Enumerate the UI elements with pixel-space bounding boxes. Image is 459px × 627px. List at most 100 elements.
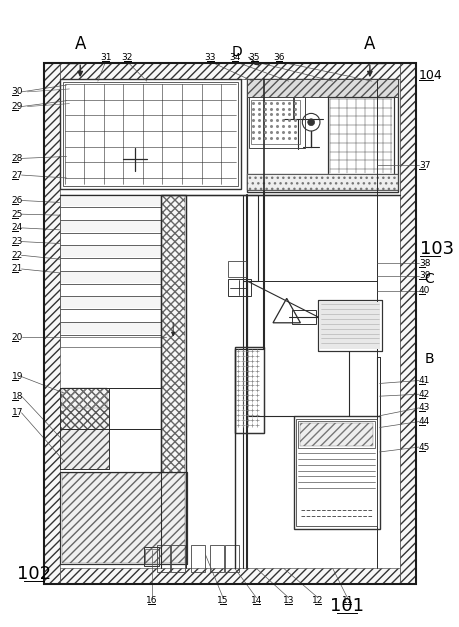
Text: 22: 22 [12,251,23,260]
Bar [228,279,252,297]
Circle shape [308,119,314,125]
Text: 43: 43 [419,403,430,413]
Text: 20: 20 [12,333,23,342]
Bar [171,545,185,572]
Bar [60,335,162,347]
Text: 13: 13 [283,596,294,605]
Bar [191,545,205,572]
Text: 42: 42 [419,390,430,399]
Bar [157,545,170,572]
Text: 16: 16 [146,596,157,605]
Bar [246,174,398,190]
Bar [61,246,162,257]
Bar [60,258,162,271]
Bar [60,472,187,564]
Text: 29: 29 [12,102,23,111]
Text: 24: 24 [12,223,23,233]
Bar [44,63,416,584]
Bar [60,246,162,258]
Bar [235,347,264,433]
Bar [328,97,394,175]
Text: 25: 25 [12,209,23,219]
Text: 12: 12 [312,596,324,605]
Bar [62,82,238,186]
Bar [62,473,185,562]
Text: 30: 30 [12,87,23,97]
Text: 36: 36 [273,53,285,62]
Text: 21: 21 [12,265,23,273]
Bar [246,174,398,190]
Text: 39: 39 [419,271,430,280]
Text: 15: 15 [218,596,229,605]
Text: 38: 38 [419,258,430,268]
Bar [210,545,224,572]
Bar [60,388,109,429]
Text: 28: 28 [12,154,23,163]
Bar [297,419,377,526]
Bar [246,79,398,97]
Bar [61,323,162,334]
Bar [60,233,162,246]
Bar [318,300,381,351]
Text: 101: 101 [330,596,364,614]
Text: 17: 17 [12,408,23,418]
Bar [228,261,246,277]
Bar [162,194,186,547]
Bar [61,272,162,283]
Bar [60,429,109,468]
Bar [60,297,162,309]
Text: 19: 19 [12,372,23,381]
Text: 102: 102 [17,566,51,583]
Bar [60,79,241,189]
Bar [162,194,186,547]
Bar [60,322,162,335]
Bar [294,416,380,529]
Text: 45: 45 [419,443,430,451]
Bar [60,271,162,283]
Bar [60,472,187,564]
Text: 41: 41 [419,376,430,385]
Text: 27: 27 [12,171,23,179]
Bar [252,100,300,144]
Text: 103: 103 [420,240,454,258]
Bar [318,300,381,351]
Bar [60,569,400,584]
Bar [291,310,316,324]
Text: 23: 23 [12,237,23,246]
Bar [400,63,416,584]
Bar [60,63,400,79]
Bar [300,423,373,446]
Bar [235,347,264,433]
Text: 37: 37 [419,161,430,170]
Bar [61,221,162,232]
Text: 18: 18 [12,392,23,401]
Bar [60,208,162,220]
Bar [61,297,162,308]
Text: 40: 40 [419,286,430,295]
Bar [60,388,109,429]
Text: C: C [425,271,434,286]
Bar [60,309,162,322]
Bar [60,194,162,208]
Bar [62,388,106,408]
Bar [328,97,394,175]
Bar [60,283,162,297]
Text: 35: 35 [249,53,260,62]
Text: 33: 33 [205,53,216,62]
Bar [144,547,159,566]
Bar [60,220,162,233]
Text: A: A [74,35,86,53]
Bar [246,79,398,97]
Text: 44: 44 [419,417,430,426]
Bar [320,302,380,349]
Bar [248,97,305,147]
Bar [60,429,109,468]
Bar [145,549,158,564]
Text: 11: 11 [341,596,353,605]
Text: 26: 26 [12,196,23,205]
Bar [162,196,185,546]
Text: A: A [364,35,375,53]
Bar [44,63,60,584]
Text: D: D [231,45,242,59]
Bar [246,79,398,192]
